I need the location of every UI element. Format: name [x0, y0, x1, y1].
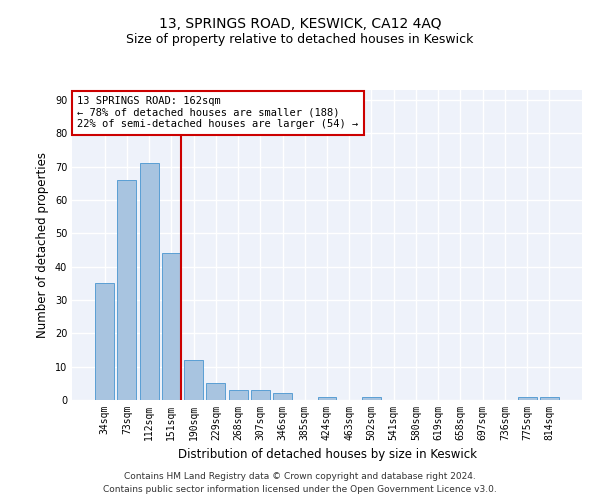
Bar: [184, 360, 203, 400]
Bar: [273, 394, 292, 400]
Bar: [162, 254, 181, 400]
Bar: [95, 284, 114, 400]
Text: Contains public sector information licensed under the Open Government Licence v3: Contains public sector information licen…: [103, 484, 497, 494]
Text: Contains HM Land Registry data © Crown copyright and database right 2024.: Contains HM Land Registry data © Crown c…: [124, 472, 476, 481]
Y-axis label: Number of detached properties: Number of detached properties: [36, 152, 49, 338]
Bar: [206, 384, 225, 400]
Bar: [229, 390, 248, 400]
Bar: [118, 180, 136, 400]
Text: Size of property relative to detached houses in Keswick: Size of property relative to detached ho…: [127, 32, 473, 46]
Bar: [540, 396, 559, 400]
Bar: [362, 396, 381, 400]
X-axis label: Distribution of detached houses by size in Keswick: Distribution of detached houses by size …: [178, 448, 476, 462]
Bar: [251, 390, 270, 400]
Text: 13, SPRINGS ROAD, KESWICK, CA12 4AQ: 13, SPRINGS ROAD, KESWICK, CA12 4AQ: [159, 18, 441, 32]
Bar: [518, 396, 536, 400]
Text: 13 SPRINGS ROAD: 162sqm
← 78% of detached houses are smaller (188)
22% of semi-d: 13 SPRINGS ROAD: 162sqm ← 78% of detache…: [77, 96, 358, 130]
Bar: [140, 164, 158, 400]
Bar: [317, 396, 337, 400]
